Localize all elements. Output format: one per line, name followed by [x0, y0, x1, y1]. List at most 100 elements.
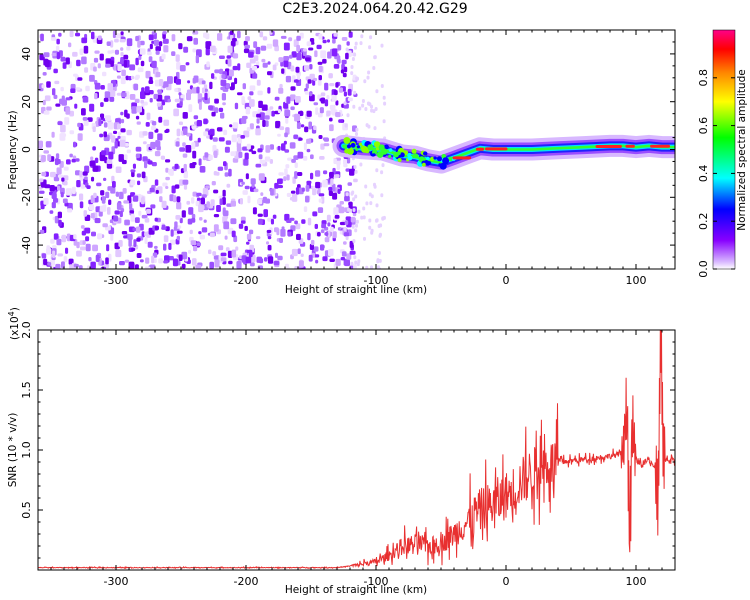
- noise-cell: [154, 225, 159, 231]
- noise-cell: [304, 126, 309, 133]
- noise-cell: [280, 228, 286, 237]
- noise-cell: [69, 130, 75, 135]
- noise-cell: [295, 187, 300, 195]
- noise-cell: [108, 253, 112, 262]
- noise-cell: [272, 39, 279, 47]
- noise-cell: [320, 50, 327, 59]
- noise-cell: [114, 38, 119, 43]
- noise-cell: [318, 65, 323, 72]
- noise-cell: [333, 64, 340, 69]
- noise-cell: [52, 250, 56, 258]
- noise-cell: [162, 31, 167, 35]
- noise-cell: [230, 218, 237, 225]
- noise-cell: [219, 198, 223, 206]
- y-tick-label: 0.5: [20, 501, 33, 519]
- noise-cell: [314, 223, 318, 229]
- noise-cell: [329, 83, 335, 87]
- noise-cell: [287, 157, 293, 161]
- noise-cell: [352, 212, 357, 217]
- noise-cell: [193, 37, 198, 45]
- noise-cell: [305, 83, 309, 89]
- noise-cell: [329, 117, 333, 122]
- noise-cell: [130, 179, 136, 186]
- noise-cell: [151, 121, 157, 126]
- noise-cell: [379, 232, 382, 237]
- noise-cell: [199, 205, 205, 210]
- noise-cell: [214, 259, 220, 268]
- noise-cell: [363, 79, 367, 84]
- noise-cell: [119, 39, 126, 43]
- noise-cell: [257, 90, 263, 96]
- spectrogram-y-ticks: -40 -20 0 20 40: [20, 29, 675, 270]
- noise-cell: [115, 33, 121, 39]
- noise-cell: [204, 92, 208, 101]
- colorbar-tick-label: 0.4: [697, 165, 710, 183]
- noise-cell: [258, 154, 263, 160]
- noise-cell: [225, 140, 232, 145]
- noise-cell: [202, 99, 209, 103]
- noise-cell: [244, 44, 250, 49]
- noise-cell: [208, 105, 214, 110]
- noise-cell: [295, 66, 300, 73]
- noise-cell: [260, 45, 267, 51]
- noise-cell: [249, 262, 255, 267]
- signal-track: [332, 134, 675, 174]
- noise-cell: [114, 210, 120, 215]
- noise-cell: [149, 76, 153, 83]
- noise-cell: [295, 223, 301, 230]
- noise-cell: [105, 63, 111, 68]
- noise-cell: [46, 106, 52, 111]
- noise-cell: [109, 96, 115, 102]
- noise-cell: [64, 117, 70, 125]
- noise-cell: [156, 145, 161, 151]
- noise-cell: [119, 139, 126, 147]
- noise-cell: [372, 66, 376, 70]
- signal-speckle: [372, 153, 376, 157]
- noise-cell: [304, 90, 309, 95]
- noise-cell: [136, 253, 142, 258]
- noise-cell: [183, 170, 188, 179]
- noise-cell: [237, 63, 241, 71]
- noise-cell: [126, 113, 130, 119]
- noise-cell: [50, 171, 56, 178]
- noise-cell: [163, 260, 169, 264]
- noise-cell: [195, 55, 199, 64]
- noise-cell: [273, 261, 280, 266]
- noise-cell: [237, 137, 242, 144]
- noise-cell: [308, 47, 314, 51]
- noise-cell: [123, 60, 127, 68]
- y-tick-label: 40: [20, 47, 33, 61]
- noise-cell: [185, 145, 192, 153]
- noise-cell: [345, 47, 349, 52]
- noise-cell: [259, 159, 266, 164]
- noise-cell: [161, 200, 167, 209]
- noise-cell: [92, 126, 96, 133]
- noise-cell: [381, 163, 385, 168]
- noise-cell: [72, 51, 78, 57]
- noise-cell: [56, 38, 60, 45]
- noise-cell: [175, 141, 180, 147]
- noise-cell: [209, 232, 215, 238]
- noise-cell: [135, 264, 139, 269]
- noise-cell: [251, 65, 257, 71]
- noise-cell: [179, 147, 185, 152]
- noise-cell: [222, 102, 226, 106]
- noise-cell: [352, 197, 356, 202]
- noise-cell: [155, 189, 159, 194]
- noise-cell: [296, 73, 301, 81]
- noise-cell: [294, 113, 300, 122]
- noise-cell: [327, 222, 331, 227]
- noise-cell: [83, 210, 87, 217]
- noise-cell: [322, 39, 327, 44]
- noise-cell: [149, 187, 155, 193]
- noise-cell: [356, 76, 359, 81]
- noise-cell: [286, 96, 291, 104]
- colorbar-tick-label: 0.2: [697, 212, 710, 230]
- noise-cell: [327, 39, 330, 43]
- signal-speckle: [433, 156, 437, 160]
- noise-cell: [137, 67, 144, 73]
- noise-cell: [137, 180, 141, 186]
- noise-cell: [183, 128, 188, 135]
- noise-cell: [218, 245, 224, 251]
- noise-cell: [228, 260, 233, 265]
